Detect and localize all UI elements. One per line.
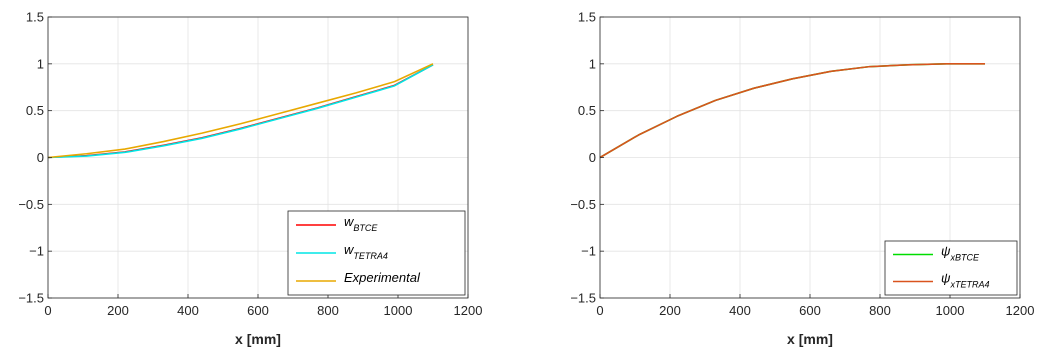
x-tick-label: 400 — [729, 303, 751, 318]
y-tick-label: −0.5 — [570, 197, 596, 212]
y-tick-label: 1 — [37, 56, 44, 71]
x-tick-label: 1000 — [936, 303, 965, 318]
x-tick-label: 0 — [44, 303, 51, 318]
y-tick-label: −1 — [581, 244, 596, 259]
legend-subscript: BTCE — [353, 223, 378, 233]
legend-label: Experimental — [344, 270, 421, 285]
x-tick-label: 1200 — [454, 303, 483, 318]
x-axis-label: x [mm] — [787, 331, 833, 347]
x-axis-label: x [mm] — [235, 331, 281, 347]
y-tick-label: 0.5 — [578, 103, 596, 118]
legend-subscript: xBTCE — [949, 253, 980, 263]
legend-main: Experimental — [344, 270, 421, 285]
y-tick-label: −1.5 — [18, 291, 44, 306]
x-tick-label: 0 — [596, 303, 603, 318]
x-tick-label: 800 — [869, 303, 891, 318]
chart-psi-rotation: 0 200 400 600 800 1000 1200−1.5−1−0.500.511.5 … — [570, 10, 1034, 348]
x-tick-label: 200 — [107, 303, 129, 318]
y-tick-label: 0 — [37, 150, 44, 165]
y-tick-label: −1 — [29, 244, 44, 259]
x-tick-label: 600 — [799, 303, 821, 318]
x-tick-label: 1200 — [1006, 303, 1035, 318]
y-tick-label: 1 — [589, 56, 596, 71]
x-tick-label: 1000 — [384, 303, 413, 318]
x-tick-label: 800 — [317, 303, 339, 318]
y-tick-label: 0 — [589, 150, 596, 165]
y-tick-label: 0.5 — [26, 103, 44, 118]
y-tick-label: 1.5 — [26, 10, 44, 25]
x-tick-label: 200 — [659, 303, 681, 318]
y-tick-label: −0.5 — [18, 197, 44, 212]
x-tick-label: 600 — [247, 303, 269, 318]
y-tick-label: 1.5 — [578, 10, 596, 25]
x-tick-label: 400 — [177, 303, 199, 318]
legend-subscript: xTETRA4 — [949, 280, 989, 290]
y-tick-label: −1.5 — [570, 291, 596, 306]
legend-subscript: TETRA4 — [353, 251, 388, 261]
chart-w-deflection: 0 200 400 600 800 1000 1200−1.5−1−0.500.511.5 … — [18, 10, 482, 348]
